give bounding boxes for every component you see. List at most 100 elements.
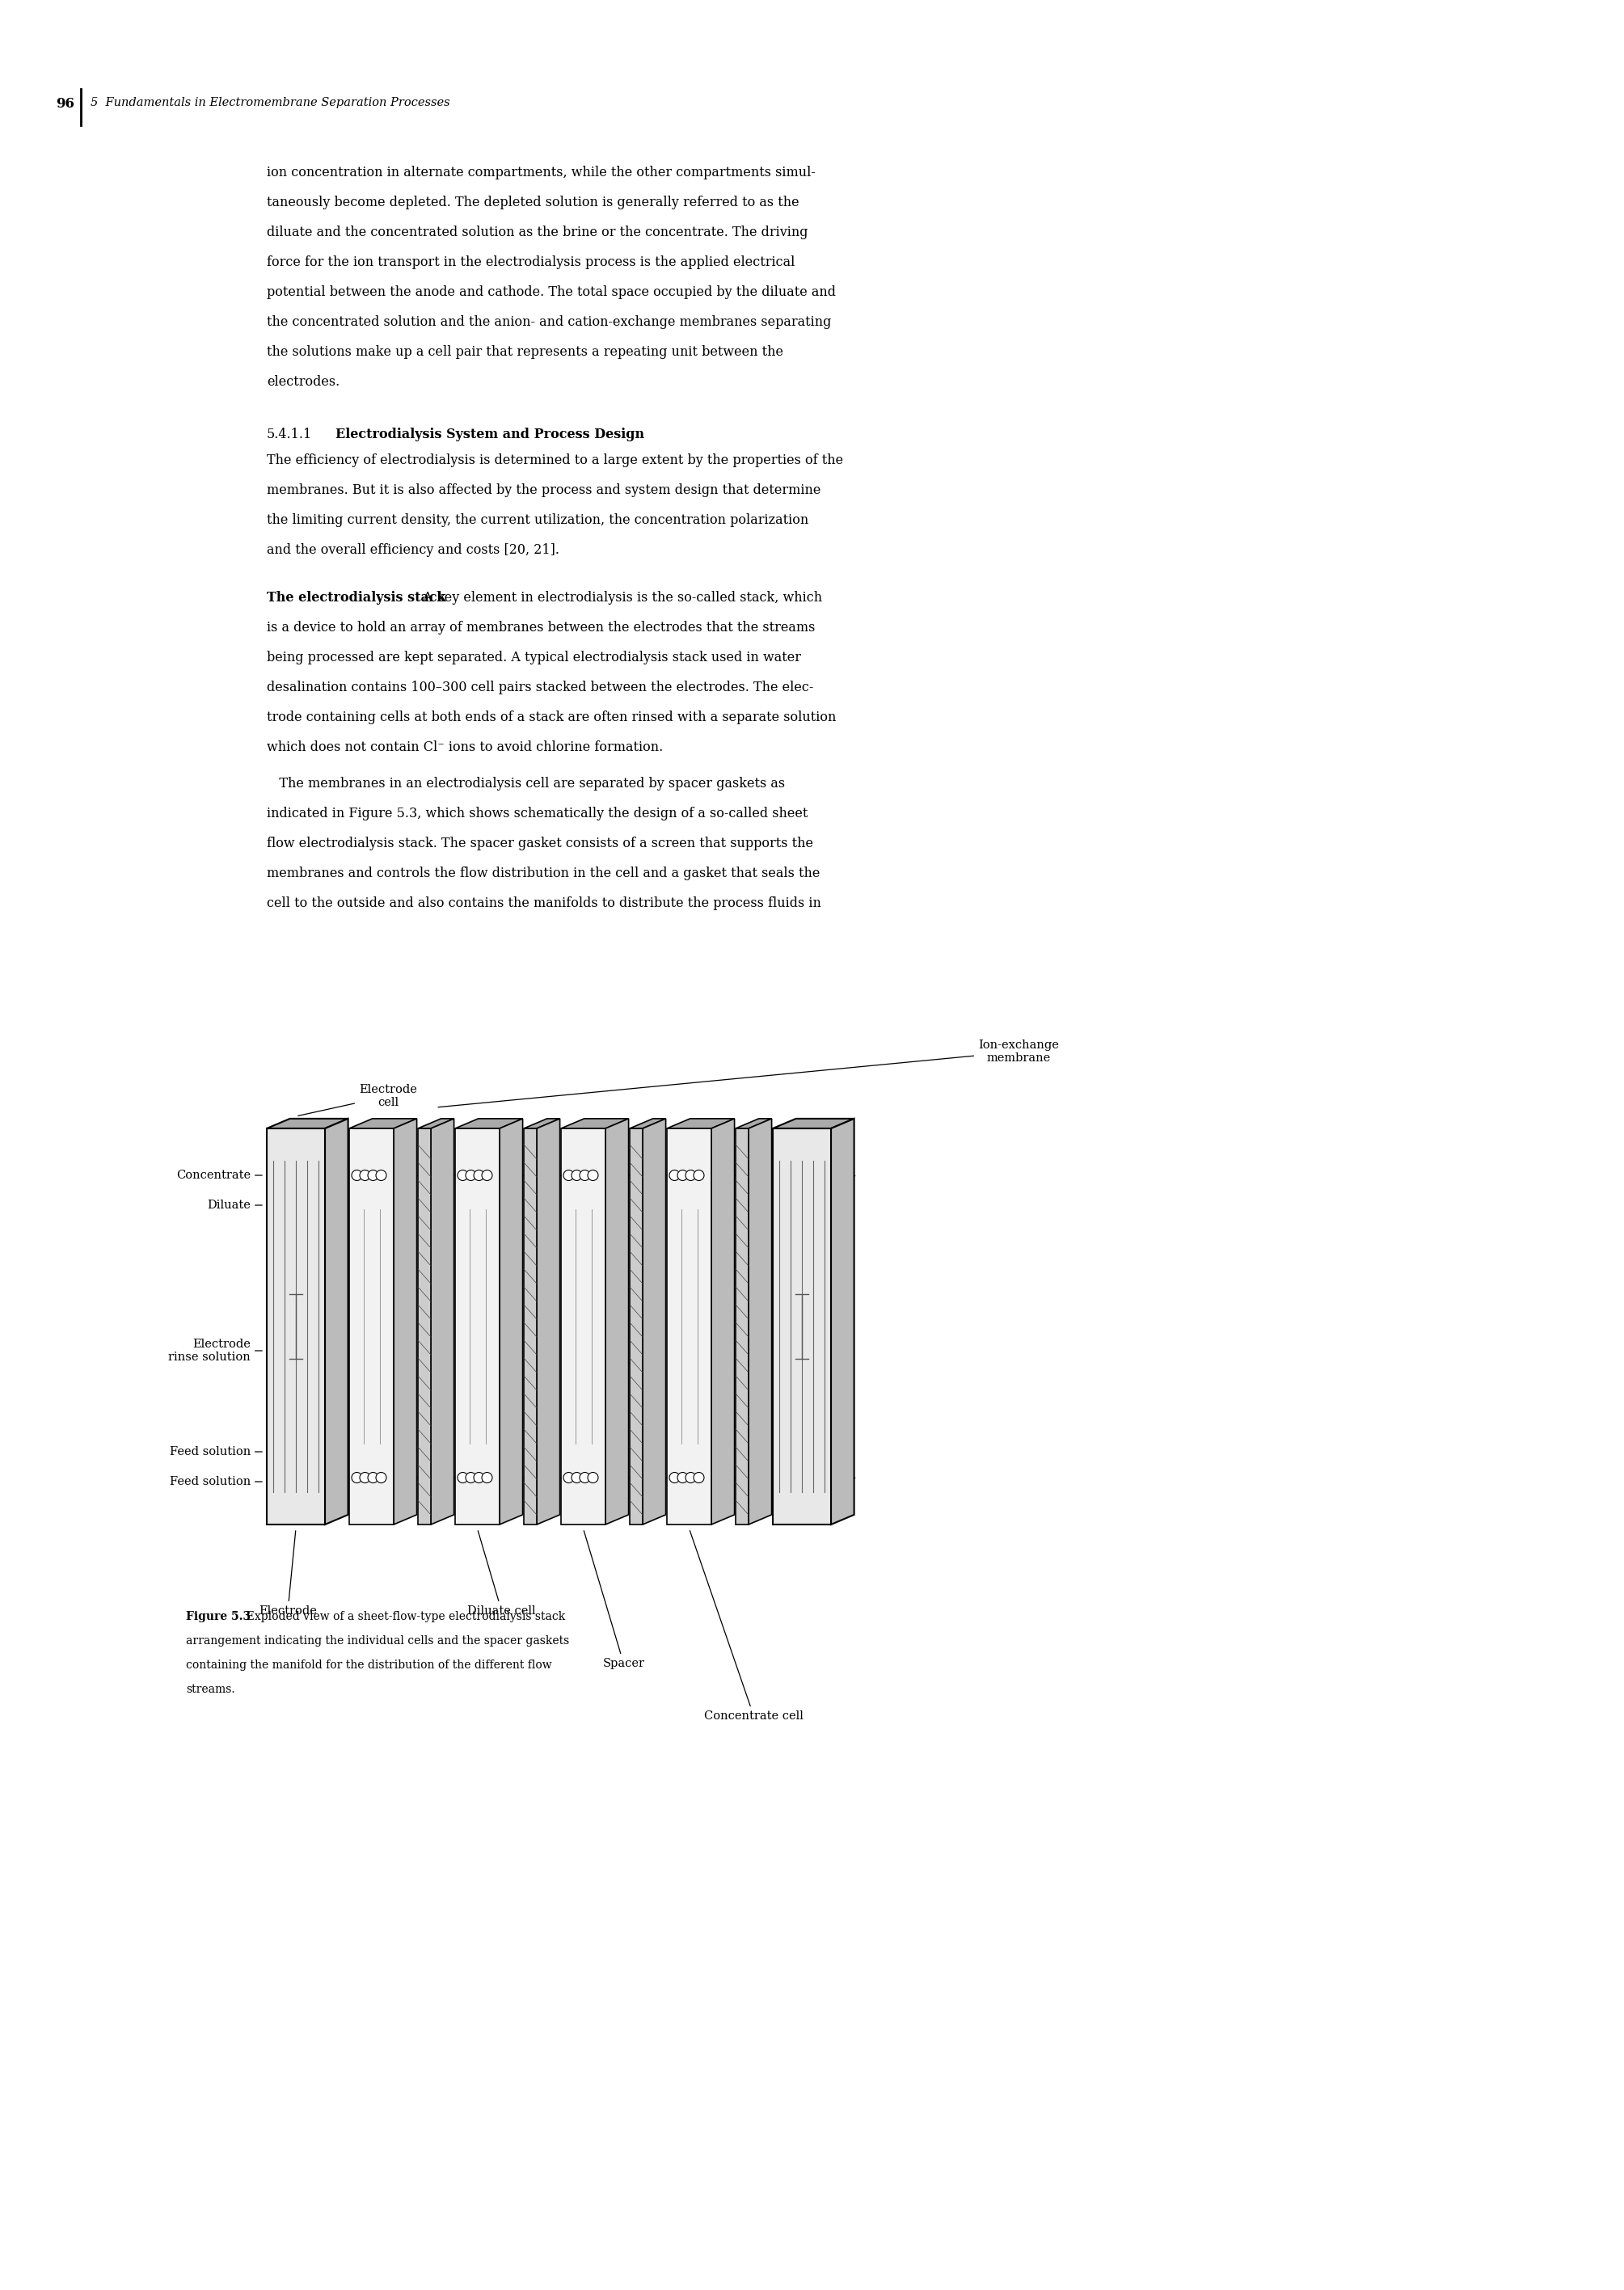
Circle shape [482,1472,492,1484]
Polygon shape [667,1129,711,1525]
Circle shape [564,1170,573,1182]
Polygon shape [560,1129,606,1525]
Polygon shape [417,1118,455,1129]
Circle shape [572,1170,581,1182]
Circle shape [466,1170,476,1182]
Circle shape [361,1472,370,1484]
Polygon shape [500,1118,523,1525]
Circle shape [685,1472,697,1484]
Polygon shape [560,1118,628,1129]
Circle shape [669,1170,680,1182]
Polygon shape [525,1129,538,1525]
Circle shape [361,1170,370,1182]
Circle shape [466,1472,476,1484]
Circle shape [352,1472,362,1484]
Polygon shape [430,1118,455,1525]
Circle shape [669,1472,680,1484]
Text: which does not contain Cl⁻ ions to avoid chlorine formation.: which does not contain Cl⁻ ions to avoid… [266,740,663,753]
Polygon shape [749,1118,771,1525]
Text: Concentrate cell: Concentrate cell [690,1530,804,1722]
Text: Electrode
cell: Electrode cell [299,1083,417,1115]
Polygon shape [736,1118,771,1129]
Text: containing the manifold for the distribution of the different flow: containing the manifold for the distribu… [185,1660,552,1672]
Text: Electrode
rinse solution: Electrode rinse solution [169,1340,261,1363]
Text: 5.4.1.1: 5.4.1.1 [266,428,312,442]
Text: force for the ion transport in the electrodialysis process is the applied electr: force for the ion transport in the elect… [266,256,794,270]
Circle shape [458,1472,468,1484]
Text: Feed solution: Feed solution [169,1445,261,1456]
Polygon shape [538,1118,560,1525]
Text: Exploded view of a sheet-flow-type electrodialysis stack: Exploded view of a sheet-flow-type elect… [239,1612,565,1621]
Text: electrodes.: electrodes. [266,376,339,389]
Polygon shape [455,1129,500,1525]
Circle shape [580,1170,590,1182]
Text: Figure 5.3: Figure 5.3 [185,1612,250,1621]
Polygon shape [711,1118,734,1525]
Text: Diluate: Diluate [206,1200,261,1211]
Polygon shape [525,1118,560,1129]
Text: A key element in electrodialysis is the so-called stack, which: A key element in electrodialysis is the … [411,591,822,605]
Circle shape [693,1472,705,1484]
Circle shape [367,1472,378,1484]
Text: cell to the outside and also contains the manifolds to distribute the process fl: cell to the outside and also contains th… [266,895,822,909]
Text: Electrode: Electrode [258,1530,317,1617]
Text: being processed are kept separated. A typical electrodialysis stack used in wate: being processed are kept separated. A ty… [266,650,801,664]
Circle shape [588,1472,598,1484]
Polygon shape [606,1118,628,1525]
Text: Diluate cell: Diluate cell [468,1530,536,1617]
Text: ion concentration in alternate compartments, while the other compartments simul-: ion concentration in alternate compartme… [266,165,815,179]
Text: The membranes in an electrodialysis cell are separated by spacer gaskets as: The membranes in an electrodialysis cell… [266,776,784,790]
Polygon shape [736,1129,749,1525]
Polygon shape [831,1118,854,1525]
Text: Electrodialysis System and Process Design: Electrodialysis System and Process Desig… [336,428,645,442]
Circle shape [375,1472,387,1484]
Polygon shape [266,1129,325,1525]
Text: Spacer: Spacer [585,1530,645,1669]
Circle shape [580,1472,590,1484]
Text: diluate and the concentrated solution as the brine or the concentrate. The drivi: diluate and the concentrated solution as… [266,224,809,238]
Text: Feed solution: Feed solution [169,1477,261,1486]
Text: the concentrated solution and the anion- and cation-exchange membranes separatin: the concentrated solution and the anion-… [266,316,831,330]
Text: streams.: streams. [185,1683,235,1695]
Polygon shape [393,1118,417,1525]
Text: the solutions make up a cell pair that represents a repeating unit between the: the solutions make up a cell pair that r… [266,346,783,360]
Circle shape [564,1472,573,1484]
Text: membranes and controls the flow distribution in the cell and a gasket that seals: membranes and controls the flow distribu… [266,866,820,879]
Text: arrangement indicating the individual cells and the spacer gaskets: arrangement indicating the individual ce… [185,1635,570,1647]
Polygon shape [773,1129,831,1525]
Polygon shape [643,1118,666,1525]
Text: membranes. But it is also affected by the process and system design that determi: membranes. But it is also affected by th… [266,483,820,497]
Polygon shape [630,1129,643,1525]
Text: taneously become depleted. The depleted solution is generally referred to as the: taneously become depleted. The depleted … [266,195,799,208]
Text: potential between the anode and cathode. The total space occupied by the diluate: potential between the anode and cathode.… [266,286,836,300]
Polygon shape [773,1118,854,1129]
Circle shape [367,1170,378,1182]
Text: is a device to hold an array of membranes between the electrodes that the stream: is a device to hold an array of membrane… [266,621,815,634]
Polygon shape [455,1118,523,1129]
Text: desalination contains 100–300 cell pairs stacked between the electrodes. The ele: desalination contains 100–300 cell pairs… [266,680,814,694]
Circle shape [474,1472,484,1484]
Polygon shape [325,1118,348,1525]
Circle shape [685,1170,697,1182]
Circle shape [458,1170,468,1182]
Text: The electrodialysis stack: The electrodialysis stack [266,591,447,605]
Circle shape [677,1170,689,1182]
Circle shape [474,1170,484,1182]
Circle shape [572,1472,581,1484]
Polygon shape [417,1129,430,1525]
Circle shape [693,1170,705,1182]
Circle shape [588,1170,598,1182]
Polygon shape [349,1129,393,1525]
Polygon shape [667,1118,734,1129]
Circle shape [677,1472,689,1484]
Text: 5  Fundamentals in Electromembrane Separation Processes: 5 Fundamentals in Electromembrane Separa… [91,96,450,108]
Text: Concentrate: Concentrate [175,1170,261,1182]
Circle shape [375,1170,387,1182]
Polygon shape [266,1118,348,1129]
Text: indicated in Figure 5.3, which shows schematically the design of a so-called she: indicated in Figure 5.3, which shows sch… [266,806,807,820]
Text: The efficiency of electrodialysis is determined to a large extent by the propert: The efficiency of electrodialysis is det… [266,453,843,467]
Text: trode containing cells at both ends of a stack are often rinsed with a separate : trode containing cells at both ends of a… [266,710,836,724]
Text: 96: 96 [55,96,75,110]
Circle shape [482,1170,492,1182]
Text: flow electrodialysis stack. The spacer gasket consists of a screen that supports: flow electrodialysis stack. The spacer g… [266,836,814,850]
